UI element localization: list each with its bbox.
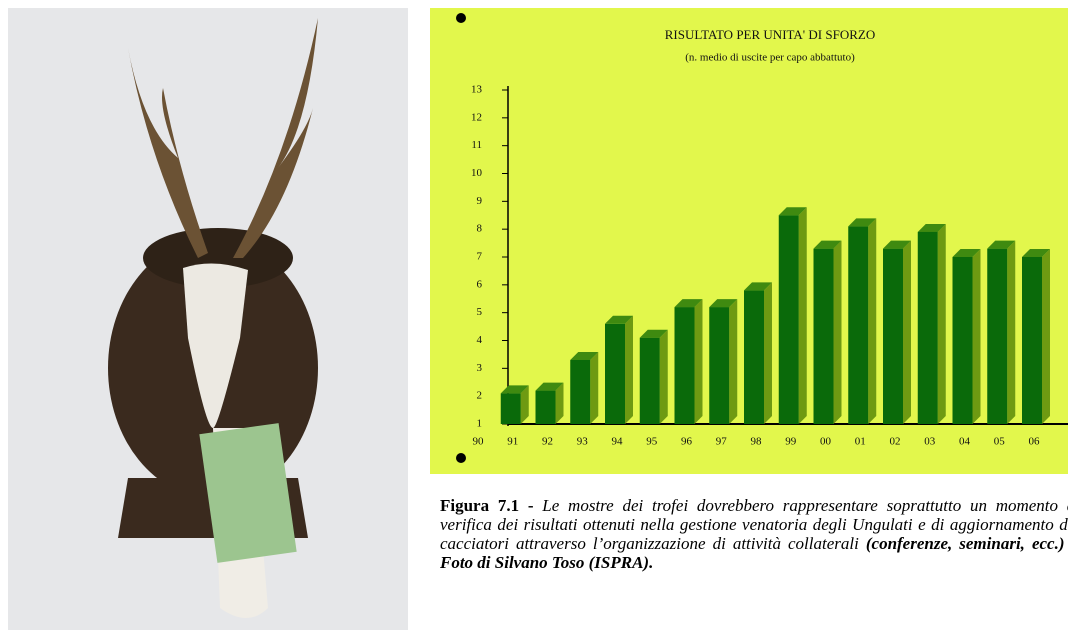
y-tick-label: 13 — [471, 84, 483, 96]
bar-side — [798, 207, 807, 424]
x-tick-label: 92 — [542, 436, 553, 448]
bar-top — [917, 223, 946, 232]
bar-top — [744, 282, 772, 291]
y-tick-label: 1 — [477, 418, 483, 430]
bar — [709, 307, 730, 424]
y-tick-label: 6 — [477, 278, 483, 290]
x-tick-label: 94 — [612, 436, 624, 448]
x-tick-label: 90 — [473, 436, 485, 448]
bar-side — [590, 351, 599, 424]
x-tick-label: 01 — [855, 436, 866, 448]
bar — [570, 359, 591, 424]
y-tick-label: 5 — [477, 306, 483, 318]
bar — [778, 215, 799, 424]
bar — [987, 248, 1008, 424]
y-tick-label: 2 — [477, 390, 483, 402]
x-tick-label: 97 — [716, 436, 728, 448]
bar-top — [778, 207, 807, 216]
bar-side — [903, 240, 911, 424]
x-tick-label: 00 — [820, 436, 832, 448]
bar-side — [1042, 249, 1050, 424]
y-tick-label: 3 — [477, 362, 483, 374]
bar-side — [659, 329, 668, 424]
bar-top — [535, 382, 564, 391]
bar-top — [674, 299, 703, 308]
bar-side — [868, 218, 877, 424]
caption-text: Le mostre dei trofei dovrebbero rapprese… — [440, 496, 1068, 553]
corner-dot — [456, 453, 466, 463]
x-tick-label: 93 — [577, 436, 589, 448]
x-tick-label: 98 — [751, 436, 763, 448]
y-tick-label: 11 — [471, 139, 482, 151]
corner-dot — [456, 13, 466, 23]
x-tick-label: 02 — [890, 436, 901, 448]
bar-top — [500, 385, 529, 394]
x-tick-label: 04 — [959, 436, 971, 448]
trophy-photo — [8, 8, 408, 630]
bar — [952, 257, 973, 424]
bar-side — [764, 282, 772, 424]
bar-side — [694, 299, 703, 424]
bar — [639, 337, 660, 424]
bar-side — [972, 249, 981, 424]
bar — [500, 393, 521, 424]
y-tick-label: 4 — [477, 334, 483, 346]
x-tick-label: 96 — [681, 436, 693, 448]
chart: RISULTATO PER UNITA' DI SFORZO (n. medio… — [430, 8, 1068, 474]
figure-caption: Figura 7.1 - Le mostre dei trofei dovreb… — [440, 496, 1068, 572]
bar — [535, 390, 556, 424]
y-tick-label: 8 — [477, 223, 483, 235]
bar-top — [639, 329, 668, 338]
bar-top — [709, 299, 738, 308]
bar-top — [952, 249, 981, 257]
chart-subtitle: (n. medio di uscite per capo abbattuto) — [685, 52, 855, 64]
caption-label: Figura 7.1 - — [440, 496, 534, 515]
bar — [883, 248, 903, 424]
bar-side — [937, 223, 946, 424]
y-tick-label: 9 — [477, 195, 483, 207]
bar-top — [883, 240, 911, 249]
bar — [848, 226, 869, 424]
bar — [674, 307, 695, 424]
bar-top — [570, 351, 599, 360]
bar-side — [520, 385, 529, 424]
x-tick-label: 99 — [785, 436, 797, 448]
bar-side — [625, 315, 633, 424]
x-tick-label: 06 — [1029, 436, 1041, 448]
bar — [813, 248, 834, 424]
y-tick-label: 12 — [471, 111, 482, 123]
caption-credit: (conferenze, seminari, ecc.) – Foto di S… — [440, 534, 1068, 572]
x-tick-label: 05 — [994, 436, 1006, 448]
x-tick-label: 03 — [924, 436, 936, 448]
bar-side — [1007, 240, 1016, 424]
y-tick-label: 10 — [471, 167, 483, 179]
bar-side — [555, 382, 564, 424]
x-tick-label: 91 — [507, 436, 518, 448]
y-tick-label: 7 — [477, 251, 483, 263]
bar-top — [1022, 249, 1050, 257]
bar-top — [848, 218, 877, 227]
bar-side — [833, 240, 842, 424]
bar — [744, 290, 764, 424]
chart-title: RISULTATO PER UNITA' DI SFORZO — [665, 27, 875, 42]
bar — [917, 231, 938, 424]
x-tick-label: 95 — [646, 436, 658, 448]
bar — [1022, 257, 1042, 424]
bar-top — [987, 240, 1016, 249]
bar-side — [729, 299, 738, 424]
bar-top — [605, 315, 633, 324]
bar-top — [813, 240, 842, 249]
bar — [605, 323, 625, 424]
